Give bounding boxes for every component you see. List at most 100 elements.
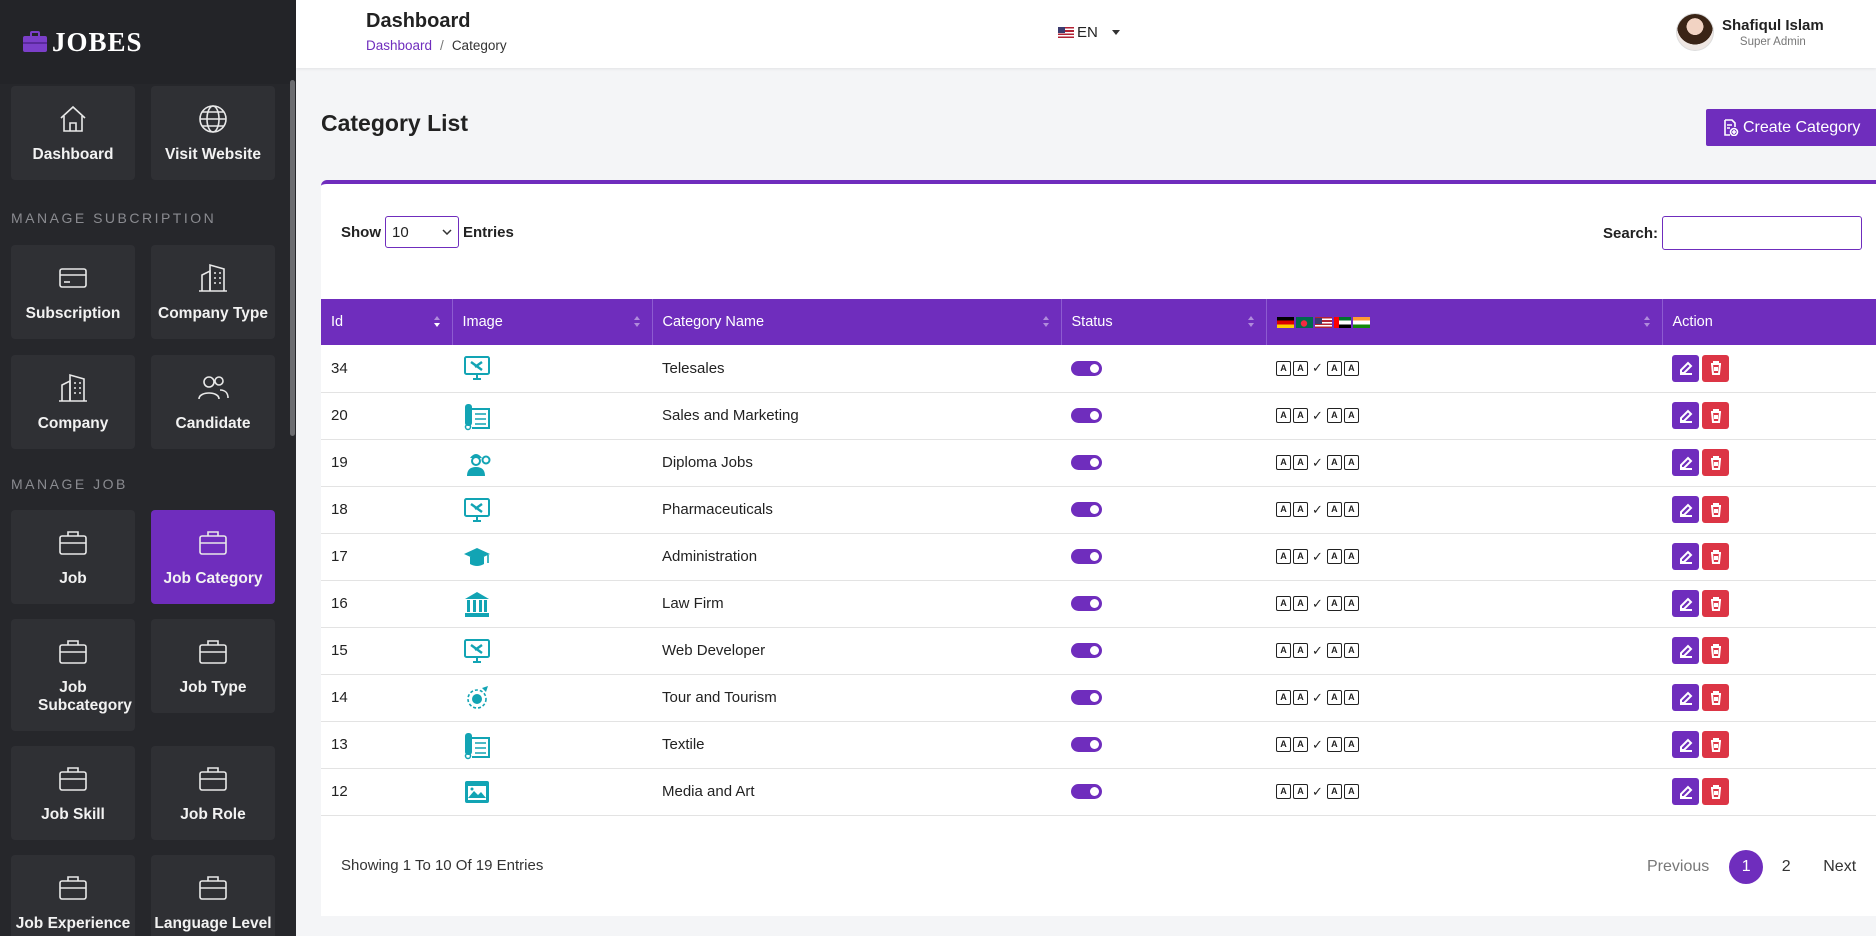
- translate-icon[interactable]: A: [1326, 360, 1342, 376]
- translate-icon[interactable]: A: [1293, 596, 1308, 611]
- translate-icon[interactable]: A: [1293, 549, 1308, 564]
- translate-icon[interactable]: A: [1326, 737, 1342, 752]
- delete-button[interactable]: [1702, 684, 1729, 711]
- translate-icon[interactable]: A: [1276, 549, 1291, 564]
- status-toggle[interactable]: [1071, 549, 1102, 564]
- translate-icon[interactable]: A: [1276, 784, 1291, 799]
- status-toggle[interactable]: [1071, 643, 1102, 658]
- sidebar-tile-job-category[interactable]: Job Category: [151, 510, 275, 604]
- edit-button[interactable]: [1672, 778, 1699, 805]
- translate-icon[interactable]: A: [1343, 737, 1359, 752]
- delete-button[interactable]: [1702, 402, 1729, 429]
- sidebar-tile-job-skill[interactable]: Job Skill: [11, 746, 135, 840]
- sidebar-scrollbar[interactable]: [290, 80, 295, 436]
- status-toggle[interactable]: [1071, 784, 1102, 799]
- delete-button[interactable]: [1702, 590, 1729, 617]
- entries-select[interactable]: 10: [385, 216, 459, 248]
- status-toggle[interactable]: [1071, 360, 1102, 376]
- translate-icon[interactable]: A: [1293, 737, 1308, 752]
- delete-button[interactable]: [1702, 543, 1729, 570]
- column-header-translations[interactable]: [1266, 299, 1663, 345]
- translate-icon[interactable]: A: [1326, 455, 1342, 470]
- delete-button[interactable]: [1702, 354, 1729, 382]
- delete-button[interactable]: [1702, 731, 1729, 758]
- sidebar-tile-visit-website[interactable]: Visit Website: [151, 86, 275, 180]
- user-menu[interactable]: Shafiqul Islam Super Admin: [1676, 13, 1824, 51]
- translate-icon[interactable]: A: [1276, 737, 1291, 752]
- status-toggle[interactable]: [1071, 455, 1102, 470]
- translate-icon[interactable]: A: [1326, 643, 1342, 658]
- sidebar-tile-job-experience[interactable]: Job Experience: [11, 855, 135, 936]
- translate-icon[interactable]: A: [1326, 549, 1342, 564]
- pagination-page-1[interactable]: 1: [1729, 850, 1764, 884]
- edit-button[interactable]: [1672, 590, 1699, 617]
- translate-icon[interactable]: A: [1276, 502, 1291, 517]
- edit-button[interactable]: [1672, 496, 1699, 523]
- translate-icon[interactable]: A: [1343, 502, 1359, 517]
- translate-icon[interactable]: A: [1293, 455, 1308, 470]
- create-category-button[interactable]: Create Category: [1706, 109, 1876, 146]
- sidebar-tile-job-role[interactable]: Job Role: [151, 746, 275, 840]
- translate-icon[interactable]: A: [1276, 360, 1291, 376]
- translate-icon[interactable]: A: [1343, 408, 1359, 423]
- translate-icon[interactable]: A: [1343, 643, 1359, 658]
- sidebar-tile-company-type[interactable]: Company Type: [151, 245, 275, 339]
- language-selector[interactable]: EN: [1058, 24, 1120, 41]
- edit-button[interactable]: [1672, 449, 1699, 476]
- translate-icon[interactable]: A: [1343, 360, 1359, 376]
- status-toggle[interactable]: [1071, 737, 1102, 752]
- breadcrumb-home-link[interactable]: Dashboard: [366, 38, 433, 53]
- translate-icon[interactable]: A: [1276, 455, 1291, 470]
- status-toggle[interactable]: [1071, 408, 1102, 423]
- translate-icon[interactable]: A: [1343, 784, 1359, 799]
- pagination-previous[interactable]: Previous: [1647, 858, 1710, 875]
- sidebar-tile-dashboard[interactable]: Dashboard: [11, 86, 135, 180]
- translate-icon[interactable]: A: [1293, 784, 1308, 799]
- search-input[interactable]: [1662, 216, 1863, 250]
- edit-button[interactable]: [1672, 543, 1699, 570]
- status-toggle[interactable]: [1071, 690, 1102, 705]
- translate-icon[interactable]: A: [1326, 596, 1342, 611]
- sidebar-tile-language-level[interactable]: Language Level: [151, 855, 275, 936]
- translate-icon[interactable]: A: [1326, 408, 1342, 423]
- translate-icon[interactable]: A: [1276, 690, 1291, 705]
- translate-icon[interactable]: A: [1343, 596, 1359, 611]
- translate-icon[interactable]: A: [1293, 690, 1308, 705]
- pagination-next[interactable]: Next: [1823, 858, 1857, 875]
- translate-icon[interactable]: A: [1326, 690, 1342, 705]
- status-toggle[interactable]: [1071, 596, 1102, 611]
- column-header-id[interactable]: Id: [321, 299, 453, 345]
- edit-button[interactable]: [1672, 731, 1699, 758]
- translate-icon[interactable]: A: [1343, 549, 1359, 564]
- translate-icon[interactable]: A: [1326, 784, 1342, 799]
- column-header-image[interactable]: Image: [452, 299, 653, 345]
- translate-icon[interactable]: A: [1276, 408, 1291, 423]
- edit-button[interactable]: [1672, 354, 1699, 382]
- status-toggle[interactable]: [1071, 502, 1102, 517]
- translate-icon[interactable]: A: [1276, 643, 1291, 658]
- sidebar-tile-job-subcategory[interactable]: Job Subcategory: [11, 619, 135, 731]
- translate-icon[interactable]: A: [1276, 596, 1291, 611]
- translate-icon[interactable]: A: [1343, 690, 1359, 705]
- delete-button[interactable]: [1702, 778, 1729, 805]
- delete-button[interactable]: [1702, 637, 1729, 664]
- translate-icon[interactable]: A: [1293, 360, 1308, 376]
- translate-icon[interactable]: A: [1326, 502, 1342, 517]
- pagination-page-2[interactable]: 2: [1781, 858, 1791, 875]
- edit-button[interactable]: [1672, 637, 1699, 664]
- delete-button[interactable]: [1702, 449, 1729, 476]
- translate-icon[interactable]: A: [1293, 408, 1308, 423]
- sidebar-tile-company[interactable]: Company: [11, 355, 135, 449]
- translate-icon[interactable]: A: [1293, 502, 1308, 517]
- edit-button[interactable]: [1672, 684, 1699, 711]
- sidebar-tile-job[interactable]: Job: [11, 510, 135, 604]
- translate-icon[interactable]: A: [1293, 643, 1308, 658]
- translate-icon[interactable]: A: [1343, 455, 1359, 470]
- column-header-category-name[interactable]: Category Name: [652, 299, 1062, 345]
- sidebar-tile-subscription[interactable]: Subscription: [11, 245, 135, 339]
- brand-logo[interactable]: JOBES: [0, 0, 296, 84]
- column-header-status[interactable]: Status: [1061, 299, 1267, 345]
- delete-button[interactable]: [1702, 496, 1729, 523]
- sidebar-tile-candidate[interactable]: Candidate: [151, 355, 275, 449]
- sidebar-tile-job-type[interactable]: Job Type: [151, 619, 275, 713]
